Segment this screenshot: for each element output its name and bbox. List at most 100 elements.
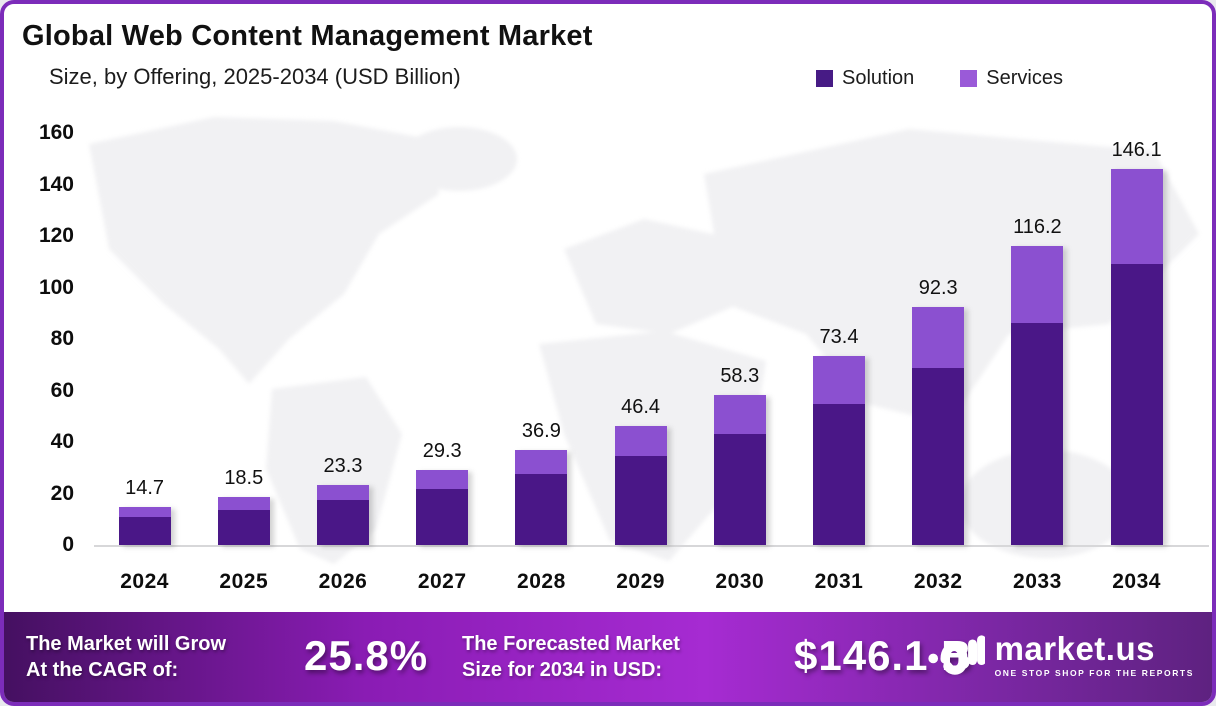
solution-swatch-icon <box>816 70 833 87</box>
bar-total-label: 58.3 <box>720 364 760 387</box>
solution-bar-segment <box>912 368 965 545</box>
cagr-label-line2: At the CAGR of: <box>26 659 179 681</box>
bar-total-label: 146.1 <box>1111 138 1162 161</box>
bar-total-label: 14.7 <box>125 477 165 500</box>
solution-bar-segment <box>118 516 171 545</box>
bar-column: 116.2 2033 <box>988 4 1087 593</box>
bar-total-label: 116.2 <box>1013 215 1062 238</box>
bar-column: 36.9 2028 <box>492 4 591 593</box>
stacked-bar <box>614 425 667 545</box>
y-axis-tick-label: 100 <box>38 275 74 299</box>
x-axis-year-label: 2025 <box>219 570 269 593</box>
cagr-label: The Market will Grow At the CAGR of: <box>26 631 226 683</box>
bar-total-label: 36.9 <box>521 419 561 442</box>
y-axis-tick-label: 120 <box>38 224 74 247</box>
services-bar-segment <box>515 449 568 475</box>
bar-column: 92.3 2032 <box>889 4 988 593</box>
page-subtitle: Size, by Offering, 2025-2034 (USD Billio… <box>49 64 461 89</box>
y-axis-tick-label: 20 <box>50 481 74 505</box>
x-axis-year-label: 2031 <box>814 570 864 593</box>
map-europe <box>564 219 739 334</box>
services-bar-segment <box>912 307 965 369</box>
bar-column: 23.3 2026 <box>293 4 392 593</box>
services-bar-segment <box>316 485 369 501</box>
bar-column: 58.3 2030 <box>690 4 789 593</box>
services-bar-segment <box>1011 245 1064 323</box>
y-axis-tick-label: 0 <box>62 533 74 556</box>
services-bar-segment <box>217 497 270 510</box>
bar-column: 146.1 2034 <box>1087 4 1186 593</box>
stacked-bar <box>118 507 171 545</box>
map-asia <box>704 129 1199 424</box>
marketus-logo: market.us ONE STOP SHOP FOR THE REPORTS <box>927 626 1194 684</box>
marketus-logo-icon <box>927 635 985 675</box>
x-axis-year-label: 2033 <box>1013 570 1062 593</box>
stacked-bar <box>1011 245 1064 545</box>
bar-total-label: 46.4 <box>621 395 661 418</box>
y-axis-tick-label: 140 <box>38 172 74 196</box>
footer-banner: The Market will Grow At the CAGR of: 25.… <box>4 612 1212 702</box>
services-bar-segment <box>416 469 469 489</box>
solution-bar-segment <box>614 456 667 545</box>
solution-bar-segment <box>217 509 270 545</box>
stacked-bar <box>416 469 469 545</box>
logo-tagline: ONE STOP SHOP FOR THE REPORTS <box>994 668 1194 678</box>
x-axis-year-label: 2026 <box>318 570 368 593</box>
services-bar-segment <box>812 356 865 405</box>
x-axis-year-label: 2034 <box>1112 570 1161 593</box>
y-axis-tick-label: 160 <box>38 121 74 144</box>
x-axis-year-label: 2028 <box>517 570 566 593</box>
stacked-bar <box>217 497 270 545</box>
stacked-bar <box>515 449 568 545</box>
solution-bar-segment <box>1011 322 1064 545</box>
page-title: Global Web Content Management Market <box>22 20 593 52</box>
stacked-bar <box>912 307 965 545</box>
solution-bar-segment <box>812 404 865 545</box>
x-axis-year-label: 2032 <box>913 570 963 593</box>
services-bar-segment <box>1110 168 1163 265</box>
solution-bar-segment <box>316 500 369 545</box>
bar-column: 14.7 2024 <box>95 4 194 593</box>
stacked-bar <box>316 485 369 545</box>
logo-text-column: market.us ONE STOP SHOP FOR THE REPORTS <box>994 630 1194 679</box>
logo-name: market.us <box>994 630 1155 667</box>
bar-total-label: 73.4 <box>819 325 859 348</box>
forecast-label: The Forecasted Market Size for 2034 in U… <box>462 631 680 683</box>
x-axis-year-label: 2029 <box>616 570 665 593</box>
solution-bar-segment <box>416 488 469 545</box>
x-axis-year-label: 2027 <box>417 570 467 593</box>
stacked-bar-chart: 0 20 40 60 80 100 120 140 160 14.7 2024 18.5 2025 23… <box>4 4 1212 702</box>
bar-column: 29.3 2027 <box>393 4 492 593</box>
solution-bar-segment <box>515 474 568 545</box>
services-bar-segment <box>118 507 171 517</box>
x-axis-year-label: 2024 <box>120 570 169 593</box>
bar-total-label: 29.3 <box>422 439 462 462</box>
bar-total-label: 23.3 <box>323 455 363 477</box>
bar-column: 46.4 2029 <box>591 4 690 593</box>
bar-total-label: 92.3 <box>918 277 958 300</box>
solution-bar-segment <box>713 433 766 545</box>
forecast-label-line2: Size for 2034 in USD: <box>462 659 663 681</box>
legend-item-solution: Solution <box>816 67 914 90</box>
y-axis-tick-label: 40 <box>50 430 74 453</box>
chart-legend: Solution Services <box>816 67 1063 90</box>
stacked-bar <box>713 394 766 545</box>
bar-total-label: 18.5 <box>224 467 264 490</box>
x-axis-line <box>94 545 1209 547</box>
stacked-bar <box>1110 168 1163 545</box>
forecast-label-line1: The Forecasted Market <box>462 633 680 655</box>
y-axis-tick-label: 60 <box>50 378 74 402</box>
solution-bar-segment <box>1110 264 1163 545</box>
y-axis-tick-label: 80 <box>50 327 74 350</box>
legend-item-services: Services <box>960 67 1063 90</box>
map-greenland <box>401 127 517 191</box>
x-axis-year-label: 2030 <box>715 570 765 593</box>
bar-column: 18.5 2025 <box>194 4 293 593</box>
cagr-label-line1: The Market will Grow <box>26 633 227 655</box>
services-bar-segment <box>614 425 667 457</box>
cagr-value: 25.8% <box>304 632 429 679</box>
services-bar-segment <box>713 394 766 434</box>
services-swatch-icon <box>960 70 978 87</box>
stacked-bar <box>812 356 865 545</box>
